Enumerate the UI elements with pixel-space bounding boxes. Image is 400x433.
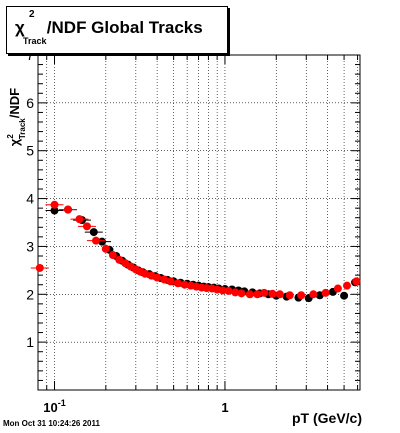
data-point-red	[101, 244, 110, 253]
data-point-red	[75, 215, 84, 224]
data-point-red	[108, 251, 117, 260]
data-point-red	[342, 281, 351, 290]
y-tick-label: 3	[26, 238, 34, 254]
data-point-red	[218, 286, 227, 295]
x-tick-label: 10-1	[43, 398, 65, 415]
y-axis-label: χ2 Track/NDF	[6, 88, 27, 146]
data-point-red	[285, 291, 294, 300]
data-point-red	[321, 288, 330, 297]
data-point-red	[160, 275, 169, 284]
data-point-red	[64, 205, 73, 214]
data-point-black	[98, 237, 107, 246]
data-point-red	[166, 277, 175, 286]
data-point-red	[309, 290, 318, 299]
data-point-red	[173, 279, 182, 288]
data-point-red	[260, 288, 269, 297]
chart-title: χ/NDF Global Tracks	[15, 18, 203, 38]
data-point-red	[231, 288, 240, 297]
data-point-black	[340, 291, 349, 300]
data-point-red	[297, 291, 306, 300]
title-text: /NDF Global Tracks	[46, 18, 203, 37]
data-point-red	[50, 200, 59, 209]
data-point-red	[82, 222, 91, 231]
data-point-red	[115, 255, 124, 264]
title-superscript: 2	[29, 9, 35, 20]
y-tick-label: 7	[26, 47, 34, 63]
chart-title-box: χ/NDF Global Tracks 2 Track	[6, 6, 228, 54]
data-point-red	[237, 289, 246, 298]
data-point-red	[224, 286, 233, 295]
x-axis-label: pT (GeV/c)	[291, 410, 362, 426]
data-point-red	[180, 280, 189, 289]
timestamp: Mon Oct 31 10:24:26 2011	[3, 419, 100, 428]
data-point-red	[245, 290, 254, 299]
data-point-black	[89, 228, 98, 237]
data-point-red	[153, 273, 162, 282]
data-point-red	[253, 290, 262, 299]
data-point-red	[275, 290, 284, 299]
y-tick-label: 4	[26, 191, 34, 207]
data-point-red	[268, 289, 277, 298]
data-point-red	[352, 277, 361, 286]
data-point-red	[91, 236, 100, 245]
data-point-black	[50, 206, 59, 215]
x-tick-label: 1	[221, 400, 228, 415]
y-tick-label: 6	[26, 95, 34, 111]
data-point-red	[35, 263, 44, 272]
data-point-red	[141, 269, 150, 278]
y-tick-label: 1	[26, 334, 34, 350]
data-point-red	[333, 284, 342, 293]
y-tick-label: 5	[26, 143, 34, 159]
title-subscript: Track	[23, 36, 47, 46]
y-tick-label: 2	[26, 286, 34, 302]
title-chi-symbol: χ	[15, 18, 25, 37]
